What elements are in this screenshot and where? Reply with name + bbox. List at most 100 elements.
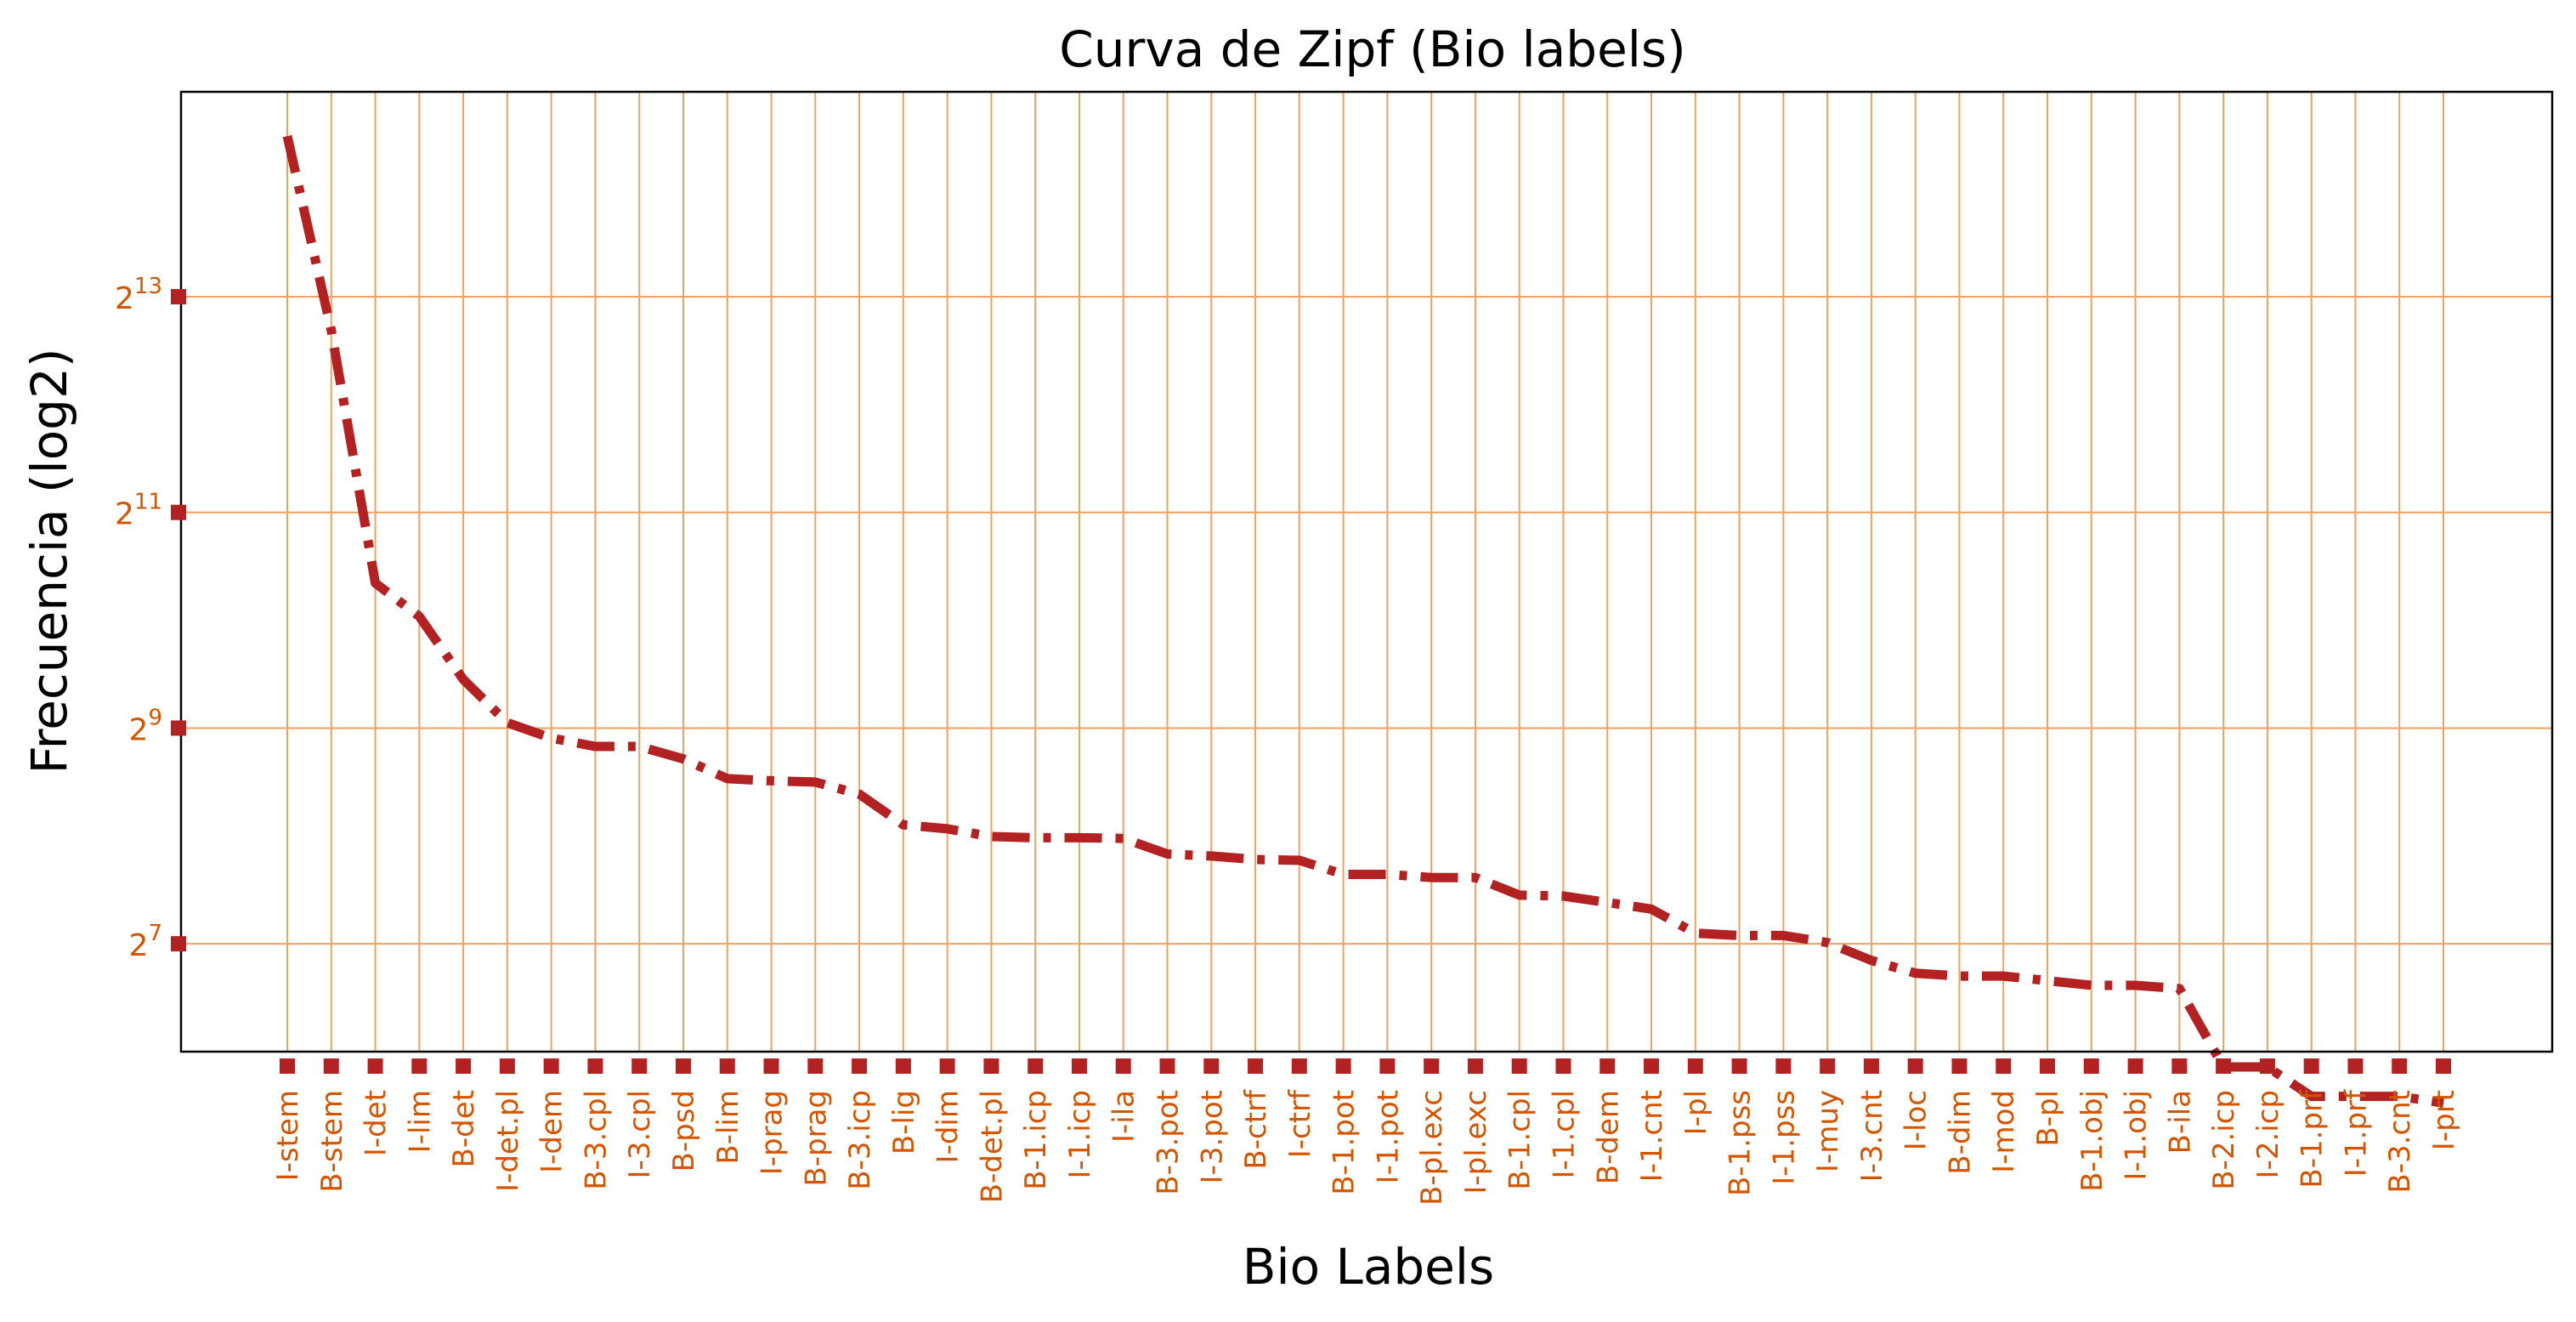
x-tick-label: I-loc bbox=[1899, 1090, 1933, 1150]
x-tick-label: B-1.pss bbox=[1724, 1090, 1758, 1196]
x-tick-label: B-3.icp bbox=[843, 1090, 877, 1190]
x-tick-marker bbox=[1555, 1058, 1571, 1074]
x-tick-label: B-pl bbox=[2031, 1090, 2065, 1147]
x-tick-marker bbox=[1291, 1058, 1307, 1074]
x-tick-marker bbox=[2259, 1058, 2275, 1074]
x-tick-marker bbox=[1863, 1058, 1879, 1074]
x-tick-label: I-prt bbox=[2427, 1090, 2461, 1150]
x-tick-marker bbox=[631, 1058, 648, 1074]
x-tick-marker bbox=[675, 1058, 691, 1074]
x-tick-label: I-prag bbox=[756, 1090, 790, 1175]
x-tick-marker bbox=[2040, 1058, 2056, 1074]
y-axis-ticks: 27 29 211 213 bbox=[115, 274, 186, 963]
x-tick-label: I-dim bbox=[931, 1090, 965, 1163]
x-tick-marker bbox=[1820, 1058, 1836, 1074]
x-tick-marker bbox=[1599, 1058, 1616, 1074]
x-tick-label: I-1.obj bbox=[2120, 1090, 2154, 1181]
x-tick-marker bbox=[2171, 1058, 2188, 1074]
x-tick-label: I-1.pot bbox=[1371, 1090, 1405, 1183]
x-tick-marker bbox=[1203, 1058, 1220, 1074]
x-tick-label: B-psd bbox=[667, 1090, 701, 1172]
x-tick-label: B-det bbox=[447, 1090, 481, 1167]
x-tick-label: I-ila bbox=[1107, 1090, 1141, 1143]
x-tick-marker bbox=[895, 1058, 911, 1074]
y-tick-label: 29 bbox=[129, 705, 162, 747]
x-tick-label: I-dem bbox=[535, 1090, 569, 1173]
x-tick-label: B-1.prf bbox=[2296, 1089, 2330, 1189]
x-tick-marker bbox=[411, 1058, 427, 1074]
x-tick-label: B-1.obj bbox=[2075, 1090, 2109, 1192]
x-tick-label: I-det bbox=[360, 1090, 393, 1156]
x-tick-marker bbox=[983, 1058, 999, 1074]
x-tick-label: B-3.cpl bbox=[579, 1090, 613, 1190]
x-tick-label: I-1.cpl bbox=[1547, 1090, 1581, 1178]
x-tick-marker bbox=[2347, 1058, 2364, 1074]
x-tick-marker bbox=[1159, 1058, 1175, 1074]
x-tick-label: B-stem bbox=[315, 1090, 349, 1193]
x-tick-label: I-mod bbox=[1987, 1090, 2021, 1173]
x-tick-label: B-ila bbox=[2163, 1090, 2197, 1154]
x-tick-marker bbox=[1996, 1058, 2012, 1074]
x-tick-marker bbox=[456, 1058, 472, 1074]
x-tick-marker bbox=[1467, 1058, 1483, 1074]
x-tick-label: I-1.icp bbox=[1063, 1090, 1097, 1178]
y-tick-marker bbox=[171, 289, 186, 305]
x-tick-marker bbox=[543, 1058, 559, 1074]
x-tick-marker bbox=[1335, 1058, 1351, 1074]
x-tick-label: B-ctrf bbox=[1239, 1089, 1273, 1170]
y-tick-marker bbox=[171, 504, 186, 520]
x-tick-label: I-pl bbox=[1679, 1090, 1713, 1135]
x-tick-label: B-1.pot bbox=[1328, 1090, 1362, 1195]
x-tick-marker bbox=[2436, 1058, 2451, 1074]
x-tick-label: I-muy bbox=[1811, 1090, 1845, 1172]
x-tick-label: B-3.cnt bbox=[2383, 1090, 2417, 1194]
series-line-group bbox=[282, 134, 2444, 1108]
x-tick-marker bbox=[1071, 1058, 1087, 1074]
x-tick-label: B-pl.exc bbox=[1415, 1090, 1449, 1206]
x-tick-label: I-2.icp bbox=[2251, 1090, 2285, 1178]
x-tick-marker bbox=[1687, 1058, 1703, 1074]
x-axis-ticks: I-stem B-stem I-det I-lim B-det I-det.pl I-dem… bbox=[271, 1058, 2461, 1206]
x-tick-label: B-1.cpl bbox=[1503, 1090, 1537, 1190]
x-tick-marker bbox=[323, 1058, 339, 1074]
chart-title: Curva de Zipf (Bio labels) bbox=[1059, 20, 1685, 78]
plot-frame bbox=[179, 90, 2554, 1053]
x-tick-marker bbox=[1511, 1058, 1527, 1074]
x-tick-marker bbox=[852, 1058, 868, 1074]
x-tick-label: I-1.cnt bbox=[1635, 1090, 1669, 1182]
x-tick-label: B-lim bbox=[711, 1090, 745, 1165]
x-tick-marker bbox=[280, 1058, 295, 1074]
x-tick-label: I-ctrf bbox=[1283, 1089, 1317, 1158]
x-tick-marker bbox=[2392, 1058, 2408, 1074]
x-tick-marker bbox=[2083, 1058, 2099, 1074]
x-tick-label: B-1.icp bbox=[1019, 1090, 1053, 1190]
x-tick-marker bbox=[1379, 1058, 1396, 1074]
x-tick-label: I-1.prf bbox=[2339, 1089, 2373, 1177]
x-tick-marker bbox=[499, 1058, 515, 1074]
x-tick-marker bbox=[1951, 1058, 1967, 1074]
y-tick-label: 27 bbox=[129, 921, 162, 963]
x-tick-label: B-prag bbox=[799, 1090, 833, 1187]
series-line bbox=[282, 134, 2444, 1108]
x-tick-marker bbox=[2303, 1058, 2319, 1074]
x-tick-label: I-3.cpl bbox=[623, 1090, 657, 1178]
x-tick-marker bbox=[1115, 1058, 1131, 1074]
x-tick-label: B-lig bbox=[887, 1090, 921, 1155]
x-tick-marker bbox=[2127, 1058, 2143, 1074]
y-tick-label: 213 bbox=[115, 274, 162, 316]
x-tick-label: I-3.pot bbox=[1195, 1090, 1229, 1183]
x-tick-label: B-dem bbox=[1591, 1090, 1625, 1184]
x-tick-label: I-3.cnt bbox=[1855, 1090, 1889, 1182]
x-tick-marker bbox=[1644, 1058, 1660, 1074]
x-tick-marker bbox=[719, 1058, 735, 1074]
x-tick-marker bbox=[807, 1058, 824, 1074]
x-tick-label: B-2.icp bbox=[2207, 1090, 2241, 1190]
y-tick-marker bbox=[171, 936, 186, 952]
y-tick-marker bbox=[171, 720, 186, 736]
x-tick-marker bbox=[2216, 1058, 2232, 1074]
x-tick-marker bbox=[1424, 1058, 1440, 1074]
x-tick-label: I-det.pl bbox=[491, 1090, 525, 1192]
x-tick-marker bbox=[763, 1058, 779, 1074]
